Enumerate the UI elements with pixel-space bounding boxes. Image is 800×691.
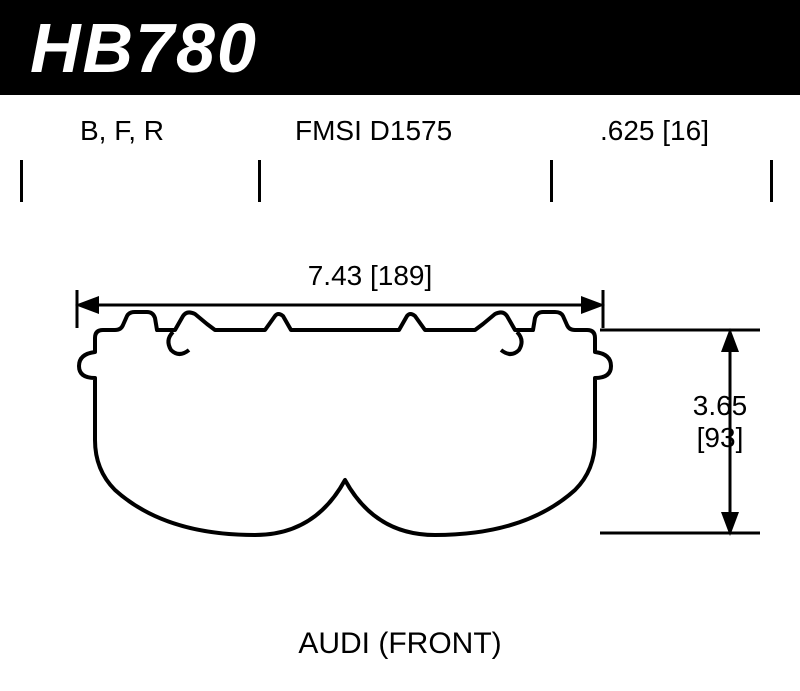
thickness-value: .625 [16] (600, 115, 709, 147)
height-mm: [93] (670, 422, 770, 454)
spec-divider (258, 160, 261, 202)
height-inches: 3.65 (693, 390, 748, 421)
width-label: 7.43 [189] (270, 260, 470, 292)
part-number: HB780 (30, 8, 258, 88)
spec-divider (770, 160, 773, 202)
spec-row: B, F, R FMSI D1575 .625 [16] (0, 115, 800, 165)
header-bar: HB780 (0, 0, 800, 95)
height-label: 3.65 [93] (670, 390, 770, 454)
compound-codes: B, F, R (80, 115, 164, 147)
fmsi-code: FMSI D1575 (295, 115, 452, 147)
application-label: AUDI (FRONT) (0, 627, 800, 661)
spec-divider (20, 160, 23, 202)
spec-divider (550, 160, 553, 202)
brake-pad-outline (75, 310, 615, 550)
